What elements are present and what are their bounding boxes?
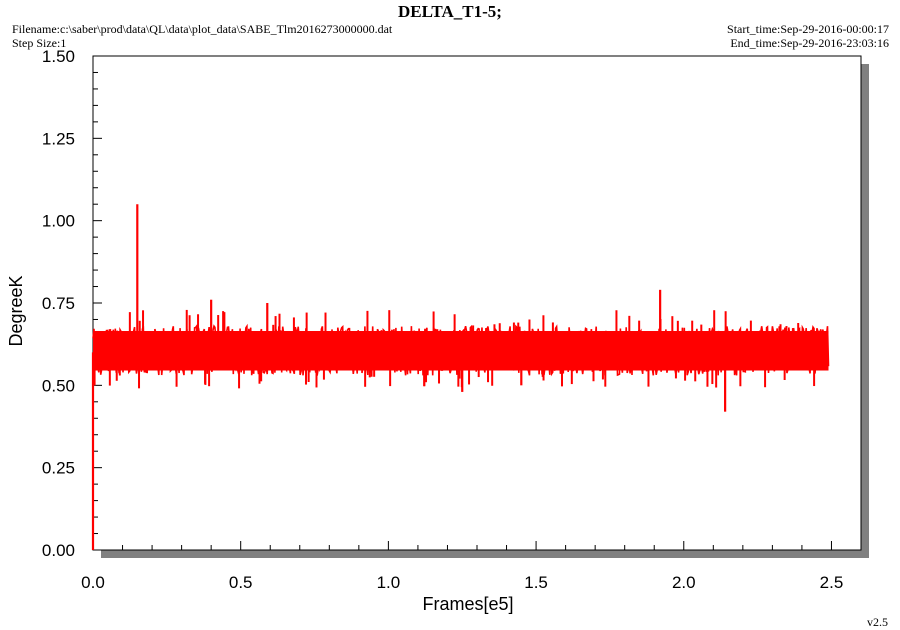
plot-frame — [92, 55, 862, 551]
y-tick-label: 0.75 — [42, 294, 75, 313]
y-tick-label: 0.25 — [42, 459, 75, 478]
filename-label: Filename:c:\saber\prod\data\QL\data\plot… — [12, 22, 393, 36]
x-tick-label: 0.5 — [229, 573, 253, 592]
tick-labels: 0.00 0.25 0.50 0.75 1.00 1.25 1.50 0.0 0.5 1.0 1.5… — [42, 47, 843, 592]
chart-title: DELTA_T1-5; — [398, 2, 502, 21]
x-axis-title: Frames[e5] — [422, 594, 513, 614]
version-label: v2.5 — [867, 615, 888, 629]
x-tick-label: 2.5 — [820, 573, 844, 592]
step-size-label: Step Size:1 — [12, 36, 67, 50]
x-tick-label: 1.5 — [524, 573, 548, 592]
x-tick-label: 0.0 — [81, 573, 105, 592]
y-axis-title: DegreeK — [6, 275, 26, 346]
y-tick-label: 0.00 — [42, 541, 75, 560]
end-time-label: End_time:Sep-29-2016-23:03:16 — [730, 36, 889, 50]
series-band-core — [93, 330, 829, 371]
x-tick-label: 2.0 — [672, 573, 696, 592]
y-tick-label: 1.50 — [42, 47, 75, 66]
start-time-label: Start_time:Sep-29-2016-00:00:17 — [727, 22, 889, 36]
y-tick-label: 0.50 — [42, 376, 75, 395]
y-tick-label: 1.00 — [42, 212, 75, 231]
x-tick-label: 1.0 — [377, 573, 401, 592]
y-tick-label: 1.25 — [42, 129, 75, 148]
data-series — [91, 204, 830, 550]
